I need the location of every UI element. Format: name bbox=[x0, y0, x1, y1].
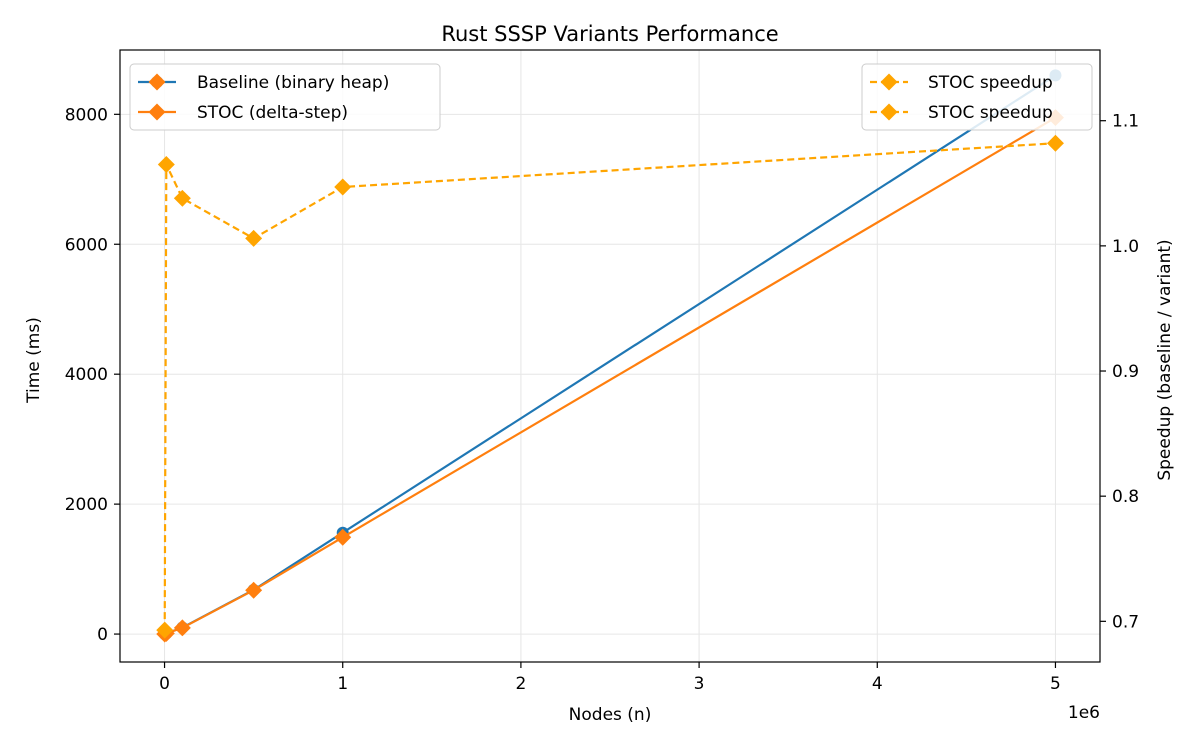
x-tick-label: 5 bbox=[1050, 674, 1061, 694]
x-tick-label: 3 bbox=[694, 674, 705, 694]
series-1-point bbox=[173, 619, 191, 637]
x-tick-label: 1 bbox=[337, 674, 348, 694]
chart-title: Rust SSSP Variants Performance bbox=[441, 22, 778, 46]
x-tick-label: 4 bbox=[872, 674, 883, 694]
series-2-point bbox=[245, 229, 263, 247]
y2-tick-label: 0.9 bbox=[1112, 362, 1139, 382]
series-layer bbox=[156, 69, 1064, 643]
x-tick-label: 2 bbox=[515, 674, 526, 694]
series-line-1 bbox=[164, 116, 1057, 636]
legend-stoc-label: STOC (delta-step) bbox=[197, 103, 348, 123]
y-tick-label: 0 bbox=[97, 625, 108, 645]
series-2-point bbox=[173, 189, 191, 207]
y-tick-label: 4000 bbox=[65, 365, 108, 385]
legend-left-frame bbox=[129, 63, 441, 131]
y-tick-label: 6000 bbox=[65, 235, 108, 255]
legend-speedup-label-2: STOC speedup bbox=[928, 103, 1053, 123]
series-1-point bbox=[334, 528, 352, 546]
plot-frame bbox=[119, 49, 1101, 663]
series-2-point bbox=[156, 621, 174, 639]
ticks-layer: 0 1 2 3 4 5 0 2000 4000 6000 8000 0.7 0.8 0.9 1.0 1.1 bbox=[65, 105, 1139, 694]
series-line-2 bbox=[163, 142, 1056, 631]
legend-speedup-marker-1 bbox=[880, 73, 898, 91]
y-axis-label: Time (ms) bbox=[24, 317, 44, 404]
series-1-point bbox=[245, 581, 263, 599]
legend-speedup-marker-2 bbox=[880, 103, 898, 121]
legend-left: Baseline (binary heap) STOC (delta-step) bbox=[129, 63, 441, 131]
y-tick-label: 8000 bbox=[65, 105, 108, 125]
legend-right-frame bbox=[861, 63, 1093, 131]
x-axis-label: Nodes (n) bbox=[569, 705, 652, 725]
legend-stoc-marker bbox=[148, 103, 166, 121]
y2-tick-label: 0.7 bbox=[1112, 612, 1139, 632]
y2-tick-label: 1.0 bbox=[1112, 237, 1139, 257]
legend-baseline-label: Baseline (binary heap) bbox=[197, 73, 389, 93]
series-line-0 bbox=[164, 74, 1057, 636]
legend-speedup-label-1: STOC speedup bbox=[928, 73, 1053, 93]
series-2-point bbox=[334, 178, 352, 196]
legend-right: STOC speedup STOC speedup bbox=[861, 63, 1093, 131]
y2-tick-label: 1.1 bbox=[1112, 112, 1139, 132]
series-2-point bbox=[157, 156, 175, 174]
y-tick-label: 2000 bbox=[65, 495, 108, 515]
series-2-point bbox=[1046, 134, 1064, 152]
y2-tick-label: 0.8 bbox=[1112, 487, 1139, 507]
x-offset-label: 1e6 bbox=[1068, 703, 1100, 723]
y2-axis-label: Speedup (baseline / variant) bbox=[1155, 239, 1175, 480]
x-tick-label: 0 bbox=[159, 674, 170, 694]
legend-baseline-overlay-marker bbox=[148, 73, 166, 91]
